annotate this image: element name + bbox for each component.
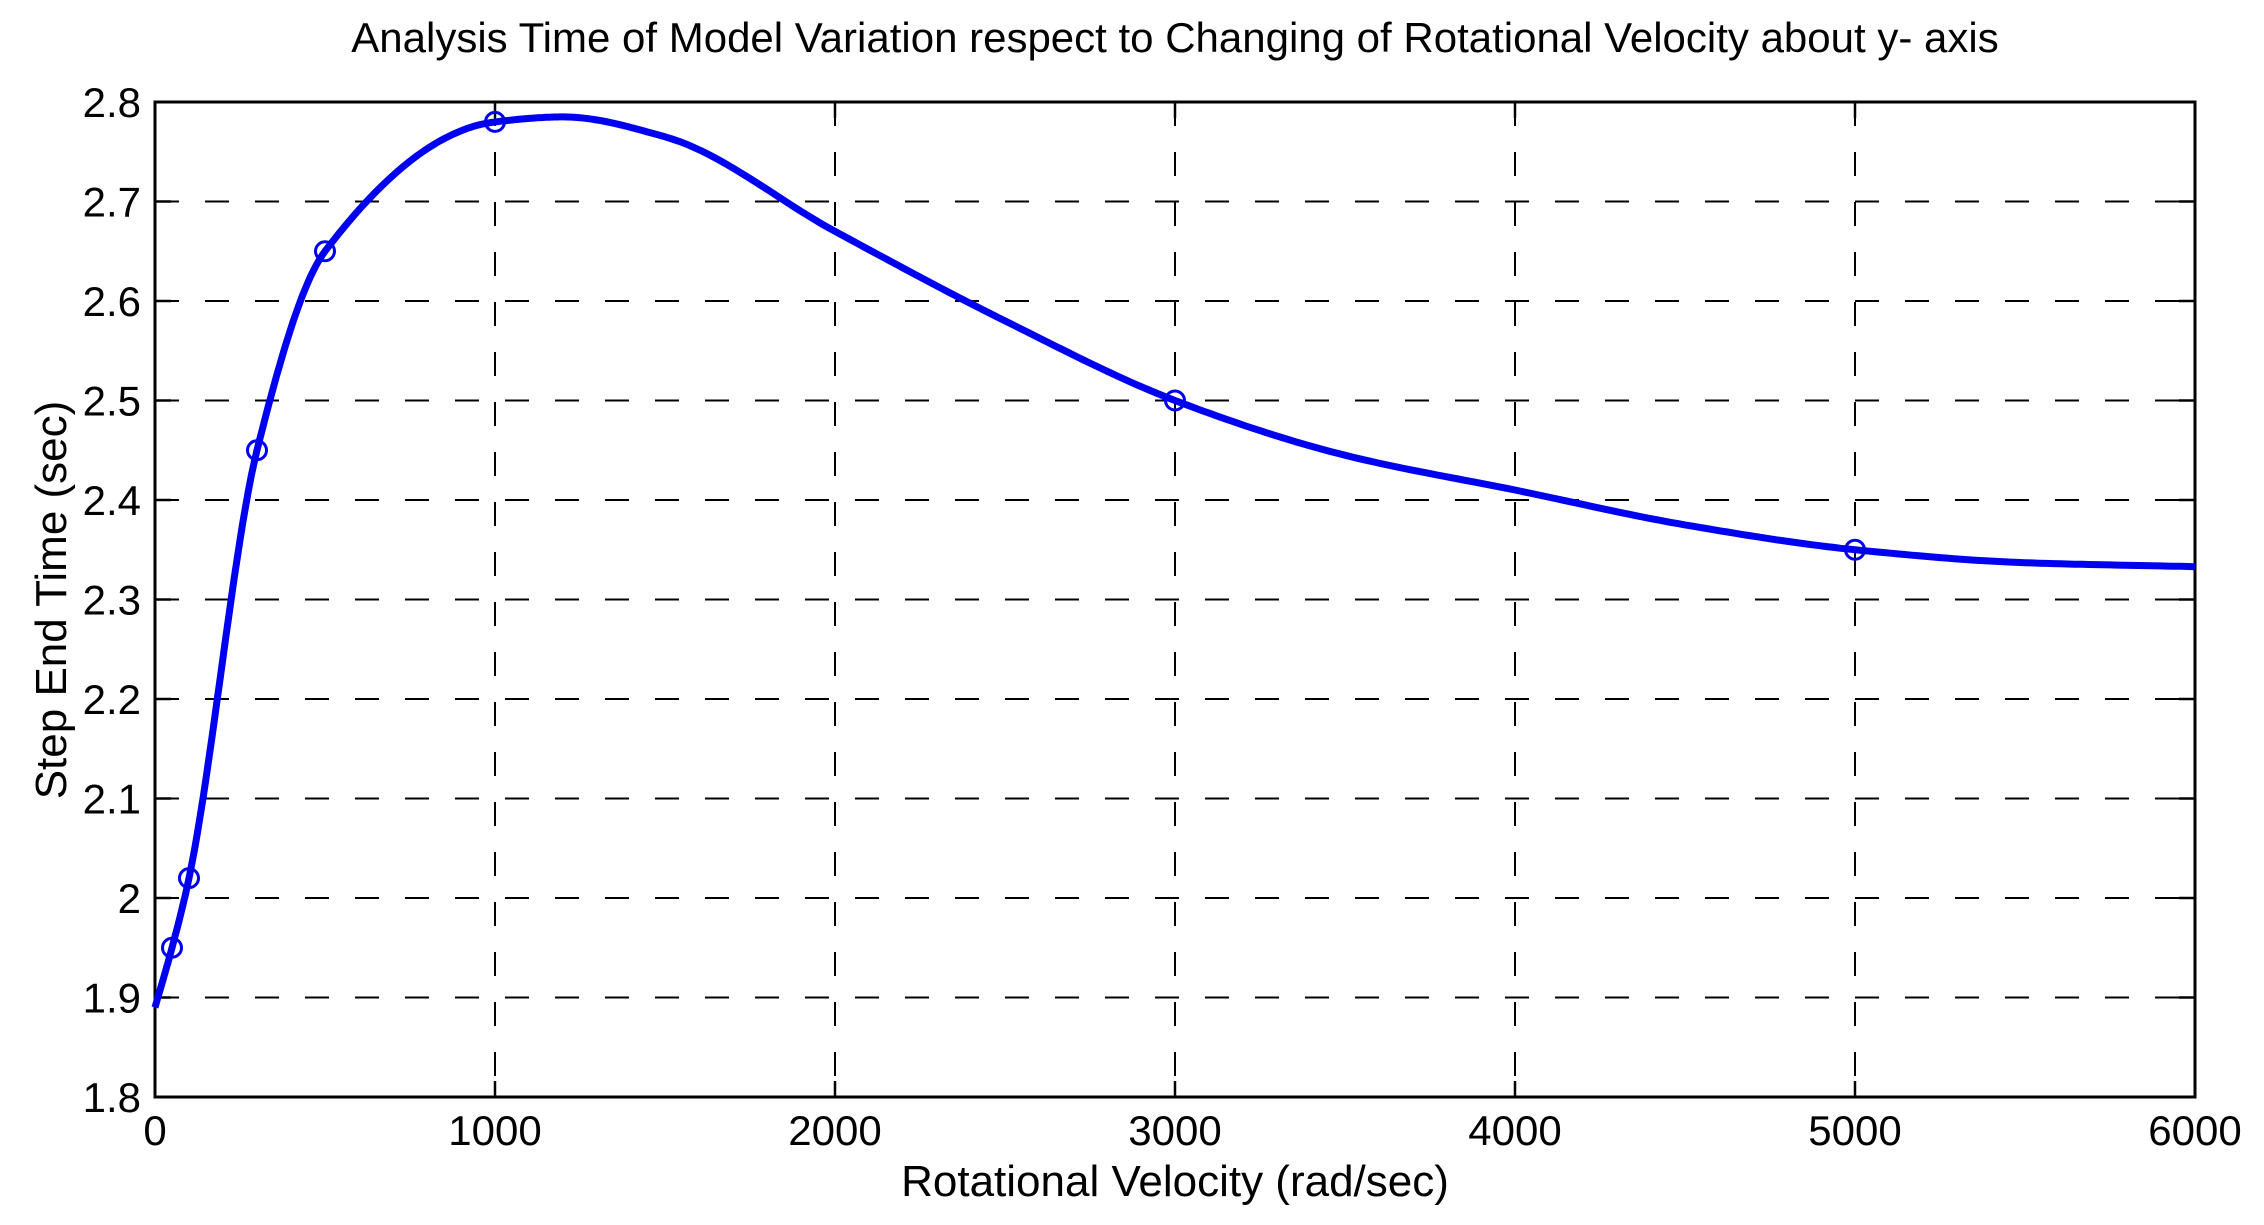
y-tick-label: 1.8 [83,1074,141,1121]
y-tick-label: 2.2 [83,676,141,723]
series-line [151,113,2196,1009]
y-tick-label: 2 [118,875,141,922]
data-point-marker [246,439,268,462]
grid-lines [155,102,2195,1097]
x-tick-label: 5000 [1808,1107,1901,1154]
x-tick-label: 4000 [1468,1107,1561,1154]
data-series [151,110,2196,1009]
data-point-marker [314,240,336,263]
x-tick-label: 1000 [448,1107,541,1154]
data-point-marker [484,110,506,133]
x-tick-label: 3000 [1128,1107,1221,1154]
y-tick-label: 2.5 [83,378,141,425]
x-tick-label: 0 [143,1107,166,1154]
tick-labels: 0 1000 2000 3000 4000 5000 6000 1.8 1.9 2 2.1 2.2 2.… [83,79,2242,1154]
y-tick-label: 2.4 [83,477,141,524]
y-axis-label: Step End Time (sec) [27,401,76,800]
x-axis-label: Rotational Velocity (rad/sec) [901,1157,1449,1206]
y-tick-label: 2.3 [83,577,141,624]
y-tick-label: 2.8 [83,79,141,126]
x-tick-label: 2000 [788,1107,881,1154]
y-tick-label: 2.7 [83,179,141,226]
y-tick-label: 2.6 [83,278,141,325]
data-point-marker [178,867,200,890]
y-tick-label: 2.1 [83,776,141,823]
data-point-marker [1844,538,1866,561]
y-tick-label: 1.9 [83,975,141,1022]
data-point-marker [1164,389,1186,412]
data-point-marker [161,936,183,959]
chart-title: Analysis Time of Model Variation respect… [351,14,1998,61]
x-tick-label: 6000 [2148,1107,2241,1154]
tick-marks [153,100,2197,1099]
